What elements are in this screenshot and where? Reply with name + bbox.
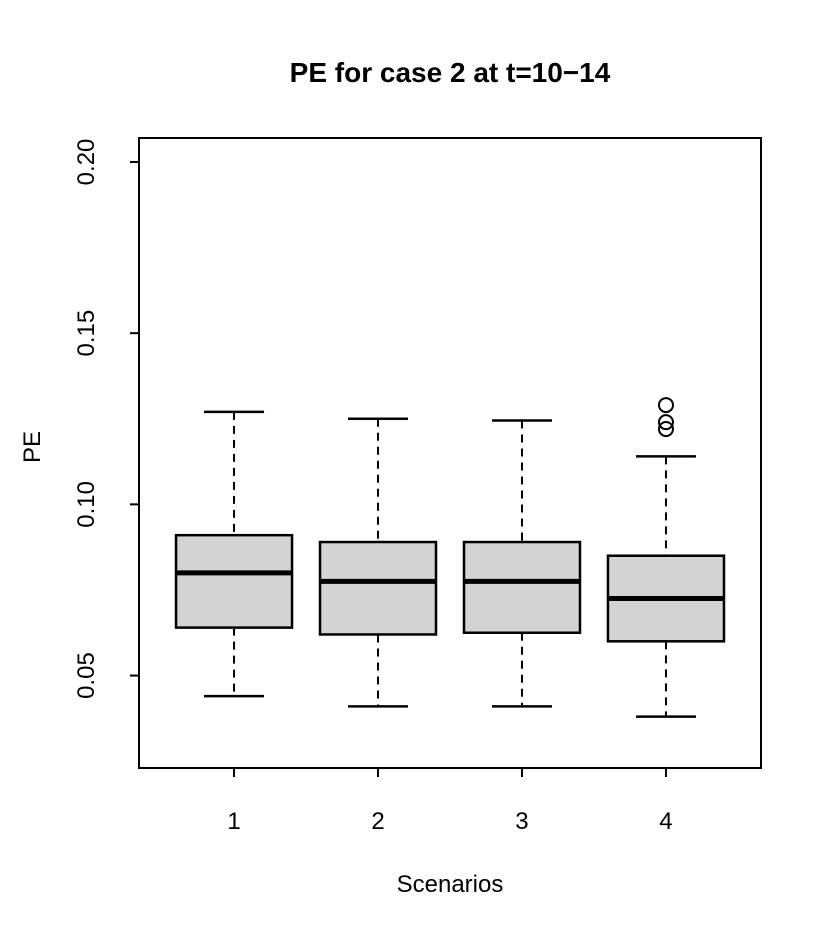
outlier-point <box>657 414 674 431</box>
x-tick-label: 4 <box>659 808 672 835</box>
boxplot-scenario-4 <box>606 397 726 718</box>
y-tick-label: 0.20 <box>73 139 100 186</box>
y-tick-label: 0.10 <box>73 481 100 528</box>
x-tick-label: 1 <box>227 808 240 835</box>
y-axis-title: PE <box>19 431 46 463</box>
chart-title: PE for case 2 at t=10−14 <box>290 57 611 88</box>
outlier-point <box>657 397 674 414</box>
x-tick-label: 3 <box>515 808 528 835</box>
x-tick-label: 2 <box>371 808 384 835</box>
plot-border <box>138 137 762 769</box>
iqr-box <box>462 540 582 635</box>
plot-area: 0.05 0.10 0.15 0.20 1 2 3 4 <box>73 137 762 835</box>
boxplot-scenario-1 <box>174 410 294 698</box>
y-tick-label: 0.15 <box>73 310 100 357</box>
y-tick-label: 0.05 <box>73 652 100 699</box>
y-axis: 0.05 0.10 0.15 0.20 <box>73 139 139 699</box>
iqr-box <box>174 533 294 629</box>
boxplot-scenario-2 <box>318 417 438 708</box>
outlier-point <box>657 421 674 438</box>
x-axis: 1 2 3 4 <box>227 768 673 835</box>
iqr-box <box>318 540 438 636</box>
x-axis-title: Scenarios <box>397 871 504 898</box>
boxplot-scenario-3 <box>462 419 582 708</box>
